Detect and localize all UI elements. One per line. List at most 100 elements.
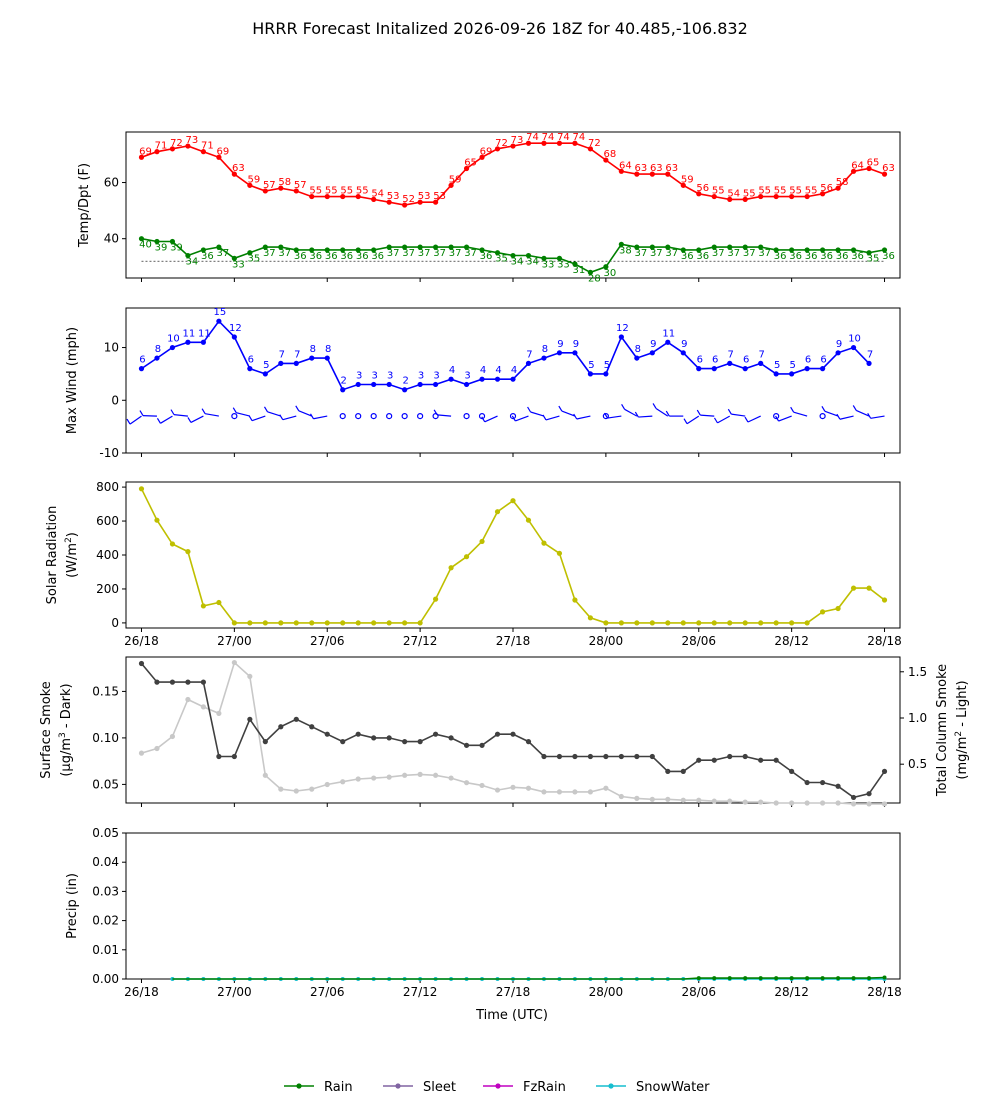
column-smoke-point bbox=[850, 801, 857, 807]
temperature-point bbox=[293, 188, 299, 194]
surface-smoke-point bbox=[789, 768, 795, 774]
legend-sleet-label: Sleet bbox=[423, 1080, 456, 1095]
temperature-data-label: 55 bbox=[774, 186, 787, 197]
max-wind-point bbox=[138, 366, 145, 372]
dewpoint-point bbox=[169, 238, 176, 245]
wind-barb bbox=[251, 415, 266, 422]
surface-smoke-point bbox=[665, 768, 671, 774]
max-wind-data-label: 6 bbox=[248, 355, 254, 366]
column-smoke-point bbox=[541, 789, 547, 795]
column-smoke-point bbox=[185, 696, 191, 703]
temperature-data-label: 63 bbox=[665, 163, 678, 174]
solar-point bbox=[433, 596, 439, 602]
temperature-data-label: 58 bbox=[278, 177, 291, 188]
temperature-data-label: 74 bbox=[542, 132, 555, 143]
solar-point bbox=[773, 620, 779, 626]
solar-point bbox=[278, 620, 284, 626]
temperature-point bbox=[881, 171, 888, 177]
temperature-data-label: 52 bbox=[402, 194, 415, 205]
temperature-point bbox=[773, 193, 779, 200]
rain-point bbox=[882, 975, 887, 980]
y-axis-label: Max Wind (mph) bbox=[65, 327, 80, 434]
dewpoint-data-label: 40 bbox=[139, 240, 152, 251]
temperature-data-label: 69 bbox=[480, 146, 493, 157]
temperature-point bbox=[247, 182, 253, 188]
max-wind-point bbox=[649, 350, 655, 356]
temperature-point bbox=[525, 140, 532, 146]
rain-point bbox=[867, 976, 872, 981]
legend-snowwater-marker bbox=[608, 1083, 614, 1089]
temperature-point bbox=[216, 154, 222, 160]
column-smoke-point bbox=[510, 784, 516, 790]
surface-smoke-point bbox=[727, 753, 733, 760]
y-tick-label: 0.05 bbox=[92, 777, 119, 791]
max-wind-point bbox=[572, 350, 578, 356]
temperature-point bbox=[835, 185, 841, 191]
label-part: (μg/m bbox=[59, 738, 74, 777]
wind-barb bbox=[437, 414, 452, 417]
temperature-data-label: 64 bbox=[619, 160, 632, 171]
max-wind-point bbox=[850, 344, 857, 351]
column-smoke-point bbox=[572, 789, 578, 795]
max-wind-point bbox=[463, 381, 470, 388]
rain-point bbox=[758, 976, 763, 981]
solar-point bbox=[417, 620, 423, 626]
solar-point bbox=[309, 620, 315, 626]
column-smoke-point bbox=[200, 704, 206, 710]
label-part: (mg/m bbox=[955, 737, 970, 780]
max-wind-point bbox=[665, 339, 671, 345]
column-smoke-point bbox=[866, 801, 872, 807]
temperature-point bbox=[541, 140, 547, 146]
temperature-point bbox=[866, 165, 872, 172]
superscript: 2 bbox=[64, 537, 74, 543]
calm-wind-barb bbox=[231, 412, 238, 420]
max-wind-point bbox=[634, 355, 640, 361]
column-smoke-point bbox=[680, 797, 686, 803]
dewpoint-point bbox=[386, 244, 392, 250]
max-wind-data-label: 12 bbox=[229, 323, 242, 334]
column-smoke-point bbox=[293, 788, 299, 794]
surface-smoke-point bbox=[293, 716, 299, 722]
legend-fzrain-marker bbox=[495, 1083, 501, 1089]
solar-point bbox=[649, 620, 655, 626]
wind-barb bbox=[530, 411, 545, 417]
max-wind-point bbox=[541, 355, 547, 361]
legend-rain-label: Rain bbox=[324, 1080, 353, 1095]
temperature-point bbox=[433, 199, 439, 205]
rain-point bbox=[774, 976, 779, 981]
temperature-data-label: 71 bbox=[155, 141, 168, 152]
dewpoint-point bbox=[494, 250, 501, 256]
smoke-panel: 0.05 0.10 0.15 0.5 1.0 1.5 Surface Smoke (μg/m3… bbox=[39, 656, 970, 807]
max-wind-data-label: 3 bbox=[418, 370, 424, 381]
temperature-data-label: 63 bbox=[882, 163, 895, 174]
dewpoint-data-label: 36 bbox=[681, 251, 694, 262]
wind-barb-flag bbox=[790, 406, 795, 413]
wind-barb-flag bbox=[683, 418, 688, 425]
wind-barb-flag bbox=[527, 406, 532, 413]
temperature-data-label: 69 bbox=[139, 146, 152, 157]
solar-point bbox=[479, 538, 485, 545]
x-axis-label: Time (UTC) bbox=[475, 1008, 548, 1023]
temperature-data-label: 59 bbox=[681, 174, 694, 185]
x-tick-label: 26/18 bbox=[124, 634, 159, 648]
solar-point bbox=[866, 585, 872, 591]
wind-barb-flag bbox=[621, 403, 626, 410]
max-wind-data-label: 11 bbox=[662, 328, 675, 339]
wind-barb bbox=[686, 415, 700, 425]
temperature-point bbox=[185, 143, 191, 149]
dewpoint-point bbox=[820, 247, 826, 253]
column-smoke-point bbox=[587, 789, 594, 795]
wind-barb-flag bbox=[558, 405, 563, 412]
y-axis-label: (μg/m3 - Dark) bbox=[58, 683, 74, 776]
x-tick-label: 28/00 bbox=[589, 985, 624, 999]
dewpoint-point bbox=[402, 244, 408, 250]
temperature-point bbox=[603, 157, 609, 163]
temperature-data-label: 57 bbox=[263, 180, 276, 191]
calm-wind-barb bbox=[370, 412, 377, 420]
y-tick-label: 0.03 bbox=[92, 884, 119, 898]
wind-barb-flag bbox=[727, 408, 732, 415]
temperature-data-label: 55 bbox=[309, 186, 322, 197]
column-smoke-point bbox=[820, 800, 826, 806]
wind-barb-flag bbox=[836, 413, 841, 420]
column-smoke-point bbox=[773, 800, 779, 806]
